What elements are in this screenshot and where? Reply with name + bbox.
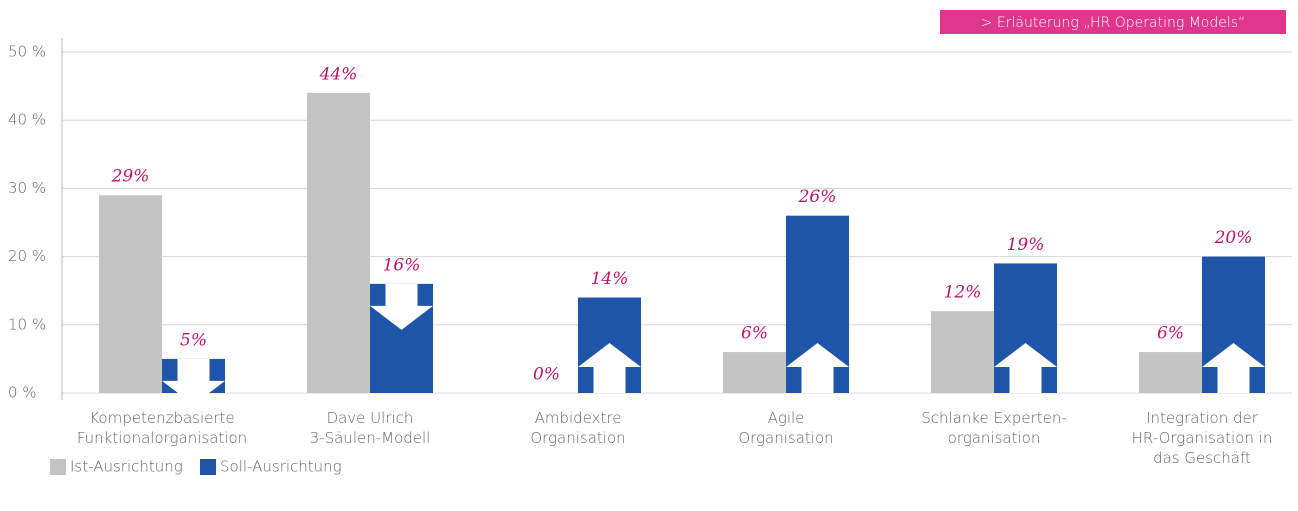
bar	[307, 92, 370, 394]
y-tick-label: 50 %	[8, 43, 46, 61]
value-label: 5%	[180, 330, 207, 350]
link-background[interactable]	[940, 10, 1286, 34]
x-tick-label: Kompetenzbasierte Funktionalorganisation	[77, 409, 247, 447]
x-tick-label: Dave Ulrich 3-Säulen-Modell	[310, 409, 431, 447]
x-tick-label: Schlanke Experten-organisation	[921, 409, 1067, 447]
value-label: 44%	[319, 64, 358, 84]
value-label: 14%	[591, 269, 629, 289]
bar	[931, 311, 994, 393]
arrow	[370, 283, 433, 330]
bar	[1139, 352, 1202, 393]
arrow	[786, 343, 849, 393]
legend-swatch	[200, 459, 216, 475]
value-label: 12%	[944, 283, 982, 303]
value-label: 16%	[383, 255, 421, 275]
arrow	[994, 343, 1057, 393]
y-tick-label: 30 %	[8, 179, 46, 197]
legend-label: Soll-Ausrichtung	[220, 458, 342, 476]
x-tick-label: Integration der HR-Organisation in das Ges…	[1132, 409, 1273, 467]
value-label: 0%	[533, 365, 560, 385]
y-tick-label: 10 %	[8, 315, 46, 333]
x-tick-label: Ambidextre Organisation	[530, 409, 625, 447]
y-tick-label: 40 %	[8, 111, 46, 129]
value-label: 6%	[1157, 324, 1184, 344]
bar	[99, 195, 162, 393]
value-label: 29%	[111, 167, 150, 187]
x-tick-label: Agile Organisation	[738, 409, 833, 447]
y-tick-label: 0 %	[8, 384, 37, 402]
value-label: 26%	[798, 187, 837, 207]
arrow	[1202, 343, 1265, 393]
arrow	[162, 358, 225, 405]
value-label: 6%	[741, 324, 768, 344]
legend-label: Ist-Ausrichtung	[70, 458, 183, 476]
y-tick-label: 20 %	[8, 247, 46, 265]
explanation-link[interactable]: > Erläuterung „HR Operating Models“	[940, 10, 1286, 34]
arrow	[578, 343, 641, 393]
value-label: 20%	[1214, 228, 1253, 248]
value-label: 19%	[1007, 235, 1045, 255]
legend-swatch	[50, 459, 66, 475]
bar	[723, 352, 786, 393]
link-text[interactable]: > Erläuterung „HR Operating Models“	[981, 15, 1246, 31]
